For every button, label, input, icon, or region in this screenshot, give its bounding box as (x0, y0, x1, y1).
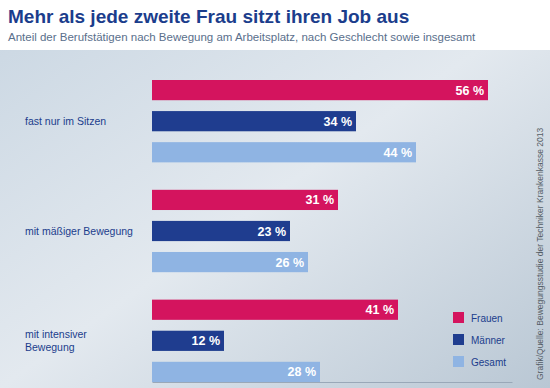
legend-swatch (453, 312, 464, 323)
subtitle: Anteil der Berufstätigen nach Bewegung a… (8, 31, 476, 43)
legend-swatch (453, 356, 464, 367)
chart: Mehr als jede zweite Frau sitzt ihren Jo… (0, 0, 550, 388)
title: Mehr als jede zweite Frau sitzt ihren Jo… (8, 6, 409, 27)
data-labels: 56 % 31 % 41 % 34 % 23 % 12 % 44 % 26 % 28 % (192, 84, 485, 380)
data-label: 41 % (366, 303, 395, 317)
category-label: mit intensiverBewegung (25, 328, 87, 353)
x-axis (153, 382, 513, 383)
legend-swatch (453, 334, 464, 345)
legend-label: Männer (471, 335, 506, 346)
bar (152, 190, 338, 210)
data-label: 28 % (288, 365, 317, 379)
bar (152, 221, 290, 241)
data-label: 26 % (276, 256, 305, 270)
source: Grafik/Quelle: Bewegungsstudie der Techn… (535, 128, 545, 380)
legend-label: Gesamt (471, 357, 506, 368)
data-label: 44 % (384, 146, 413, 160)
background (0, 0, 550, 388)
data-label: 34 % (324, 115, 353, 129)
data-label: 56 % (456, 84, 485, 98)
data-label: 23 % (258, 225, 287, 239)
legend-label: Frauen (471, 313, 503, 324)
bar (152, 362, 320, 382)
bar (152, 142, 416, 162)
data-label: 12 % (192, 334, 221, 348)
category-label: fast nur im Sitzen (25, 115, 106, 127)
bar (152, 300, 398, 320)
bar (152, 80, 488, 100)
data-label: 31 % (306, 193, 335, 207)
axis-line (153, 382, 513, 383)
bar (152, 331, 224, 351)
category-label: mit mäßiger Bewegung (25, 225, 133, 237)
bar (152, 111, 356, 131)
legend: Frauen Männer Gesamt (453, 312, 506, 368)
header-band (0, 0, 550, 50)
bar (152, 252, 308, 272)
bars (152, 80, 488, 382)
